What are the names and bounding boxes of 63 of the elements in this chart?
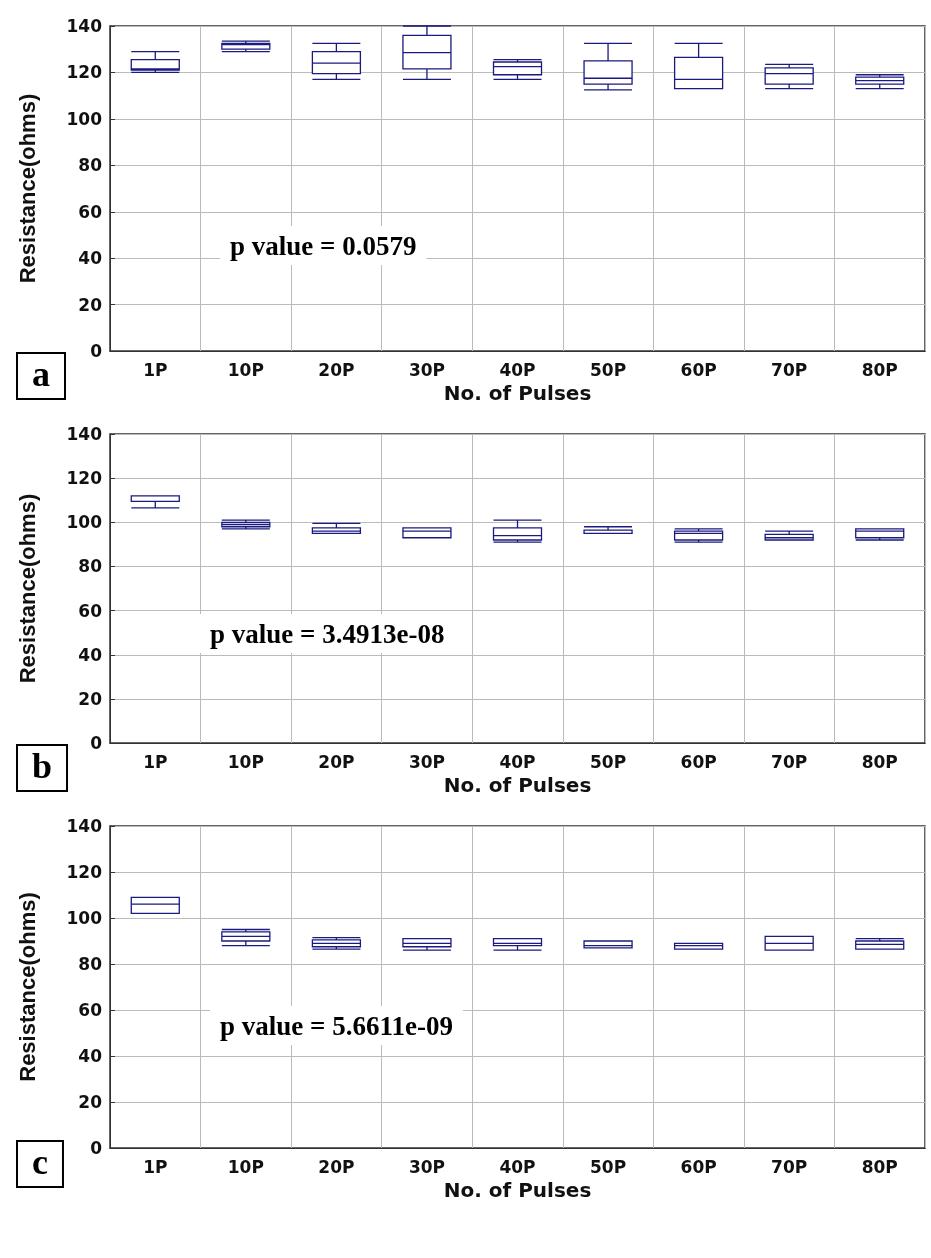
y-axis-title: Resistance(ohms) <box>14 93 40 284</box>
y-tick-label: 40 <box>78 1046 103 1066</box>
x-tick-label: 50P <box>589 751 627 772</box>
y-axis-title: Resistance(ohms) <box>14 493 40 684</box>
x-tick-label: 70P <box>771 359 808 380</box>
y-tick-label: 140 <box>66 816 103 836</box>
x-tick-label: 20P <box>318 1156 355 1177</box>
y-tick-label: 120 <box>66 62 103 83</box>
x-axis-title: No. of Pulses <box>443 381 592 405</box>
annotation: p value = 5.6611e-09 <box>220 1010 453 1041</box>
x-tick-label: 60P <box>680 359 717 380</box>
y-tick-label: 80 <box>78 155 103 176</box>
x-tick-label: 40P <box>499 359 536 380</box>
x-tick-label: 20P <box>318 359 355 380</box>
text: b <box>32 746 53 786</box>
y-tick-label: 140 <box>66 16 103 36</box>
x-tick-label: 70P <box>771 1156 808 1177</box>
y-tick-label: 0 <box>90 1138 103 1158</box>
y-tick-label: 80 <box>78 556 103 577</box>
y-tick-label: 140 <box>66 424 103 444</box>
x-tick-label: 80P <box>861 751 898 772</box>
x-tick-label: 70P <box>771 751 808 772</box>
x-tick-label: 30P <box>408 751 446 772</box>
x-axis-title: No. of Pulses <box>443 1177 592 1202</box>
y-tick-label: 40 <box>78 644 103 665</box>
x-tick-label: 60P <box>680 751 717 772</box>
y-tick-label: 20 <box>78 1092 103 1112</box>
text: c <box>32 1142 48 1182</box>
x-axis-title: No. of Pulses <box>443 773 592 797</box>
x-tick-label: 10P <box>227 1156 264 1177</box>
annotation: p value = 3.4913e-08 <box>210 618 445 649</box>
y-tick-label: 120 <box>66 468 103 489</box>
y-tick-label: 100 <box>66 108 103 129</box>
y-tick-label: 0 <box>90 733 103 754</box>
y-tick-label: 120 <box>66 862 103 882</box>
y-tick-label: 100 <box>66 512 103 533</box>
y-tick-label: 60 <box>78 1000 103 1020</box>
y-tick-label: 40 <box>78 248 103 269</box>
x-tick-label: 40P <box>499 1156 536 1177</box>
text: a <box>32 354 50 394</box>
x-tick-label: 50P <box>589 1156 627 1177</box>
y-tick-label: 80 <box>78 954 103 974</box>
y-tick-label: 60 <box>78 600 103 621</box>
x-tick-label: 10P <box>227 751 264 772</box>
x-tick-label: 30P <box>408 1156 446 1177</box>
x-tick-label: 40P <box>499 751 536 772</box>
x-tick-label: 1P <box>143 1156 168 1177</box>
x-tick-label: 80P <box>861 359 898 380</box>
annotation: p value = 0.0579 <box>230 230 417 261</box>
x-tick-label: 50P <box>589 359 627 380</box>
y-tick-label: 20 <box>78 688 103 709</box>
y-tick-label: 0 <box>90 341 103 362</box>
x-tick-label: 80P <box>861 1156 898 1177</box>
x-tick-label: 1P <box>143 751 168 772</box>
x-tick-label: 1P <box>143 359 168 380</box>
x-tick-label: 20P <box>318 751 355 772</box>
x-tick-label: 30P <box>408 359 446 380</box>
y-tick-label: 60 <box>78 201 103 222</box>
x-tick-label: 60P <box>680 1156 717 1177</box>
x-tick-label: 10P <box>227 359 264 380</box>
y-tick-label: 100 <box>66 908 103 928</box>
y-tick-label: 20 <box>78 294 103 315</box>
y-axis-title: Resistance(ohms) <box>14 892 40 1082</box>
